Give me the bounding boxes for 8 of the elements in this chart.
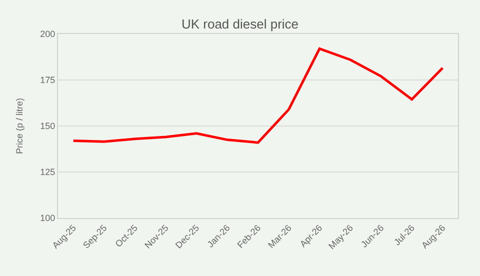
line-series — [72, 47, 444, 144]
chart-title: UK road diesel price — [181, 16, 299, 32]
y-tick-label: 100 — [40, 213, 56, 224]
y-tick-label: 150 — [40, 121, 56, 132]
y-tick-label: 200 — [40, 29, 56, 40]
y-tick-label: 125 — [40, 167, 56, 178]
y-axis-title: Price (p / litre) — [14, 98, 25, 154]
y-tick-label: 175 — [40, 75, 56, 86]
